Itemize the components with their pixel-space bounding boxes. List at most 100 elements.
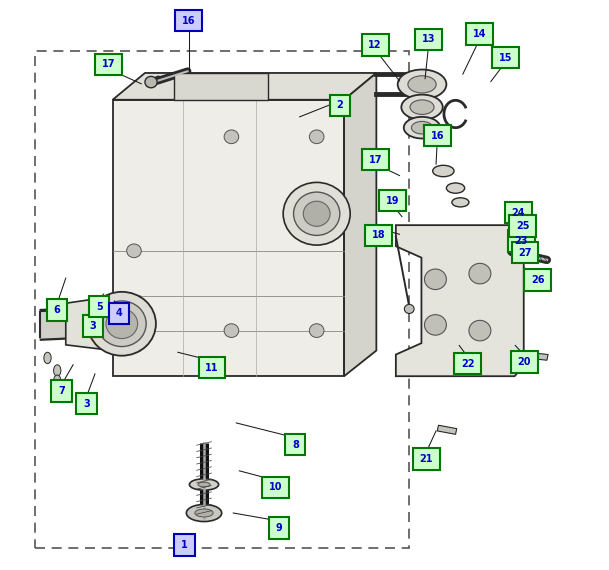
Circle shape <box>469 263 491 284</box>
FancyBboxPatch shape <box>362 149 389 170</box>
FancyBboxPatch shape <box>509 215 536 237</box>
Polygon shape <box>516 351 548 360</box>
FancyBboxPatch shape <box>95 54 122 75</box>
Text: 25: 25 <box>516 221 529 231</box>
Text: 17: 17 <box>102 59 115 70</box>
Ellipse shape <box>408 76 436 93</box>
FancyBboxPatch shape <box>51 380 72 402</box>
Text: 27: 27 <box>518 247 532 258</box>
Circle shape <box>97 301 146 347</box>
Polygon shape <box>113 73 376 100</box>
Ellipse shape <box>446 183 465 193</box>
Ellipse shape <box>432 165 454 177</box>
FancyBboxPatch shape <box>175 10 202 31</box>
Text: 16: 16 <box>431 131 444 141</box>
FancyBboxPatch shape <box>492 47 519 68</box>
Text: 8: 8 <box>292 439 299 450</box>
FancyBboxPatch shape <box>424 125 451 146</box>
Circle shape <box>309 130 324 144</box>
Ellipse shape <box>54 375 61 386</box>
FancyBboxPatch shape <box>454 353 481 374</box>
FancyBboxPatch shape <box>466 23 493 45</box>
FancyBboxPatch shape <box>379 190 406 211</box>
FancyBboxPatch shape <box>262 477 289 498</box>
FancyBboxPatch shape <box>362 34 389 56</box>
Circle shape <box>303 201 330 226</box>
Text: 7: 7 <box>58 386 65 396</box>
Text: 14: 14 <box>473 29 487 39</box>
Text: 2: 2 <box>336 100 343 111</box>
Ellipse shape <box>189 479 219 490</box>
Polygon shape <box>396 225 524 376</box>
Text: 23: 23 <box>515 236 528 246</box>
FancyBboxPatch shape <box>415 28 442 50</box>
FancyBboxPatch shape <box>330 95 350 116</box>
FancyBboxPatch shape <box>199 357 225 378</box>
Circle shape <box>106 309 138 339</box>
Text: 26: 26 <box>531 275 544 285</box>
Polygon shape <box>113 100 344 376</box>
FancyBboxPatch shape <box>285 434 305 455</box>
Text: 22: 22 <box>461 359 474 369</box>
Ellipse shape <box>398 70 446 99</box>
Ellipse shape <box>404 117 440 139</box>
FancyBboxPatch shape <box>524 269 551 291</box>
Text: 17: 17 <box>369 154 382 165</box>
Text: 1: 1 <box>181 540 188 550</box>
Ellipse shape <box>401 95 443 120</box>
Circle shape <box>424 269 446 290</box>
Ellipse shape <box>44 352 51 364</box>
FancyBboxPatch shape <box>505 202 532 223</box>
Text: 3: 3 <box>89 321 96 331</box>
FancyBboxPatch shape <box>511 351 538 373</box>
Circle shape <box>145 76 157 88</box>
Ellipse shape <box>195 509 213 517</box>
FancyBboxPatch shape <box>512 242 538 263</box>
FancyBboxPatch shape <box>365 225 392 246</box>
Text: 10: 10 <box>269 482 283 492</box>
Circle shape <box>224 130 239 144</box>
Text: 15: 15 <box>499 52 512 63</box>
Text: 18: 18 <box>372 230 385 241</box>
Ellipse shape <box>452 198 469 207</box>
FancyBboxPatch shape <box>77 393 96 414</box>
Text: 3: 3 <box>83 398 90 409</box>
FancyBboxPatch shape <box>83 315 102 337</box>
Polygon shape <box>437 425 457 434</box>
Circle shape <box>404 304 414 314</box>
Text: 20: 20 <box>518 357 531 367</box>
Text: 4: 4 <box>115 308 122 319</box>
Ellipse shape <box>410 100 434 115</box>
Ellipse shape <box>54 365 61 376</box>
Circle shape <box>224 324 239 337</box>
Text: 6: 6 <box>54 305 61 315</box>
Bar <box>174 73 268 100</box>
Text: 19: 19 <box>386 196 400 206</box>
Text: 12: 12 <box>368 40 382 50</box>
Circle shape <box>294 192 340 235</box>
FancyBboxPatch shape <box>48 299 67 321</box>
Circle shape <box>309 324 324 337</box>
Text: 13: 13 <box>422 34 435 44</box>
FancyBboxPatch shape <box>413 448 440 470</box>
Text: 5: 5 <box>96 302 103 312</box>
Circle shape <box>469 320 491 341</box>
Polygon shape <box>344 73 376 376</box>
Circle shape <box>127 244 141 258</box>
Polygon shape <box>66 296 140 351</box>
Circle shape <box>88 292 156 356</box>
Text: 16: 16 <box>182 15 195 26</box>
Text: 24: 24 <box>512 207 525 218</box>
FancyBboxPatch shape <box>108 303 128 324</box>
Circle shape <box>424 315 446 335</box>
Circle shape <box>283 182 350 245</box>
Ellipse shape <box>412 121 432 134</box>
Ellipse shape <box>198 482 210 487</box>
FancyBboxPatch shape <box>269 517 289 539</box>
Text: 21: 21 <box>420 454 433 464</box>
Text: 11: 11 <box>205 363 219 373</box>
Ellipse shape <box>186 504 222 522</box>
Text: 9: 9 <box>275 523 283 533</box>
FancyBboxPatch shape <box>174 534 195 556</box>
FancyBboxPatch shape <box>508 230 535 252</box>
